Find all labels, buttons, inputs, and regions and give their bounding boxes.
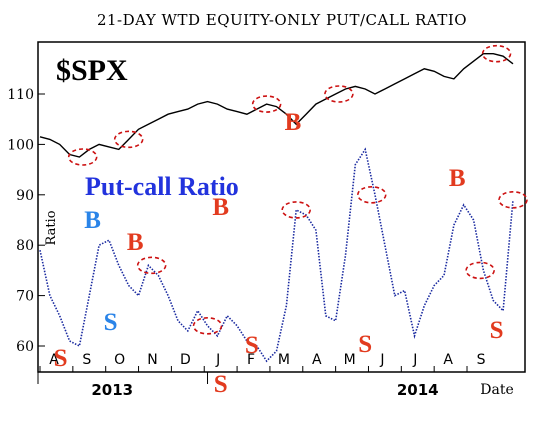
buy-signal-marker: B [127,229,144,256]
highlight-ellipse [136,256,167,275]
sell-signal-marker: S [214,371,228,398]
buy-signal-marker: B [212,194,229,221]
highlight-ellipse [324,85,354,103]
y-tick-label: 70 [16,289,34,305]
highlight-ellipse [113,130,144,149]
sell-signal-marker: S [54,345,68,372]
month-label: D [180,352,191,368]
index-label: $SPX [56,54,128,87]
plot-frame [37,41,526,373]
spx-line [39,53,514,158]
series-label: Put-call Ratio [85,172,239,201]
month-label: A [443,352,453,368]
month-label: M [344,352,356,368]
year-label: 2013 [91,381,133,399]
highlight-ellipses [67,44,528,335]
y-tick-label: 100 [7,137,34,153]
x-axis-years: 2013 2014 [37,372,439,399]
sell-signal-marker: S [490,317,504,344]
sell-signal-marker: S [104,309,118,336]
month-label: J [379,352,384,368]
month-label: A [49,352,59,368]
month-label: J [215,352,220,368]
month-label: A [312,352,322,368]
highlight-ellipse [281,201,312,219]
month-label: N [147,352,157,368]
y-axis: 60 70 80 90 100 110 [7,87,45,355]
sell-signal-marker: S [245,332,259,359]
highlight-ellipse [356,186,387,204]
y-tick-label: 80 [16,238,34,254]
highlight-ellipse [465,261,495,280]
y-axis-label: Ratio [44,210,59,245]
month-label: S [477,352,486,368]
x-axis-label: Date [480,382,513,398]
highlight-ellipse [251,95,282,113]
put-call-ratio-line [39,147,514,363]
highlight-ellipse [498,191,528,209]
y-tick-label: 60 [16,339,34,355]
buy-signal-marker: B [449,165,466,192]
chart-title: 21-DAY WTD EQUITY-ONLY PUT/CALL RATIO [97,11,467,29]
series-lines [39,53,514,363]
month-label: O [114,352,125,368]
month-label: F [247,352,255,368]
y-tick-label: 90 [16,188,34,204]
sell-signal-marker: S [358,331,372,358]
signal-markers: S B S B S B S B S B S [54,109,504,398]
year-label: 2014 [397,381,439,399]
highlight-ellipse [192,317,223,335]
month-label: S [82,352,91,368]
month-label: J [412,352,417,368]
month-label: M [278,352,290,368]
highlight-ellipse [481,44,512,63]
highlight-ellipse [67,148,98,166]
buy-signal-marker: B [285,109,302,136]
y-tick-label: 110 [7,87,34,103]
buy-signal-marker: B [84,207,101,234]
